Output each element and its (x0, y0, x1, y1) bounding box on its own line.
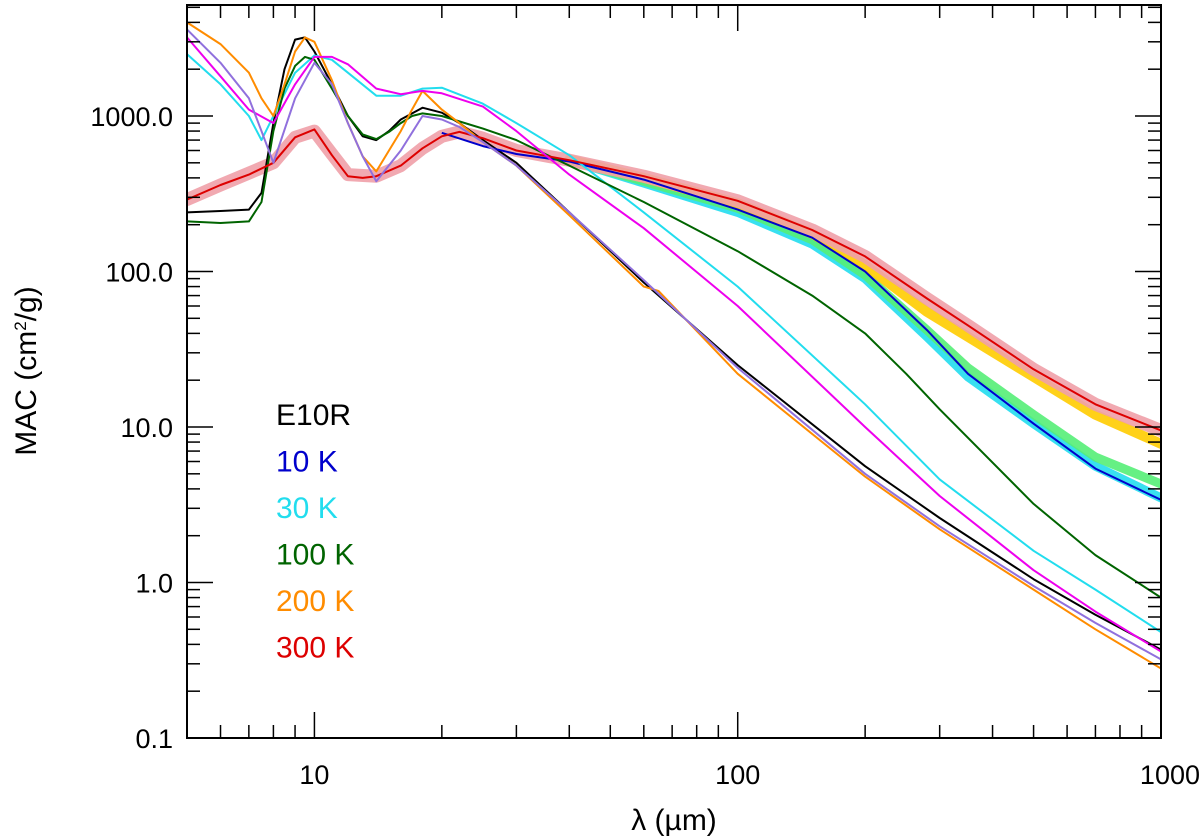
legend-entry: 10 K (276, 446, 338, 479)
legend-entry: 300 K (276, 632, 354, 665)
series-line-200-k (187, 21, 1161, 670)
legend-entry: 30 K (276, 492, 338, 525)
x-tick-label: 1000 (1140, 760, 1200, 790)
y-tick-label: 100.0 (105, 258, 173, 288)
axis-ticks (186, 5, 1162, 739)
x-axis-title: λ (µm) (631, 804, 717, 837)
series-line-300-k (187, 128, 1161, 432)
y-axis-title: MAC (cm2/g) (10, 286, 43, 455)
legend: E10R 10 K 30 K 100 K 200 K 300 K (276, 399, 354, 665)
uncertainty-bands (187, 124, 1161, 503)
legend-entry: 100 K (276, 539, 354, 572)
band-200-k (564, 154, 1161, 449)
series-line-30-k (187, 53, 1161, 633)
series-line-purple (187, 28, 1161, 661)
legend-entry: 200 K (276, 585, 354, 618)
series-line-magenta (187, 36, 1161, 653)
band-300-k (187, 124, 1161, 437)
band-30-k (564, 155, 1161, 503)
y-tick-label: 0.1 (135, 724, 173, 754)
y-tick-label: 1000.0 (90, 102, 173, 132)
y-tick-label: 1.0 (135, 569, 173, 599)
series-line-10-k (441, 131, 1161, 501)
series-lines (187, 21, 1161, 670)
tick-labels: 10 100 1000 0.1 1.0 10.0 100.0 1000.0 (90, 102, 1200, 790)
y-axis-title-main: MAC (cm (10, 331, 43, 456)
y-axis-title-superscript: 2 (11, 321, 30, 330)
x-tick-label: 10 (299, 760, 329, 790)
legend-entry: E10R (276, 399, 351, 432)
plot-frame (186, 4, 1162, 739)
y-tick-label: 10.0 (120, 413, 173, 443)
y-axis-title-end: /g) (10, 286, 43, 321)
x-tick-label: 100 (715, 760, 760, 790)
series-line-e10r (187, 36, 1161, 651)
